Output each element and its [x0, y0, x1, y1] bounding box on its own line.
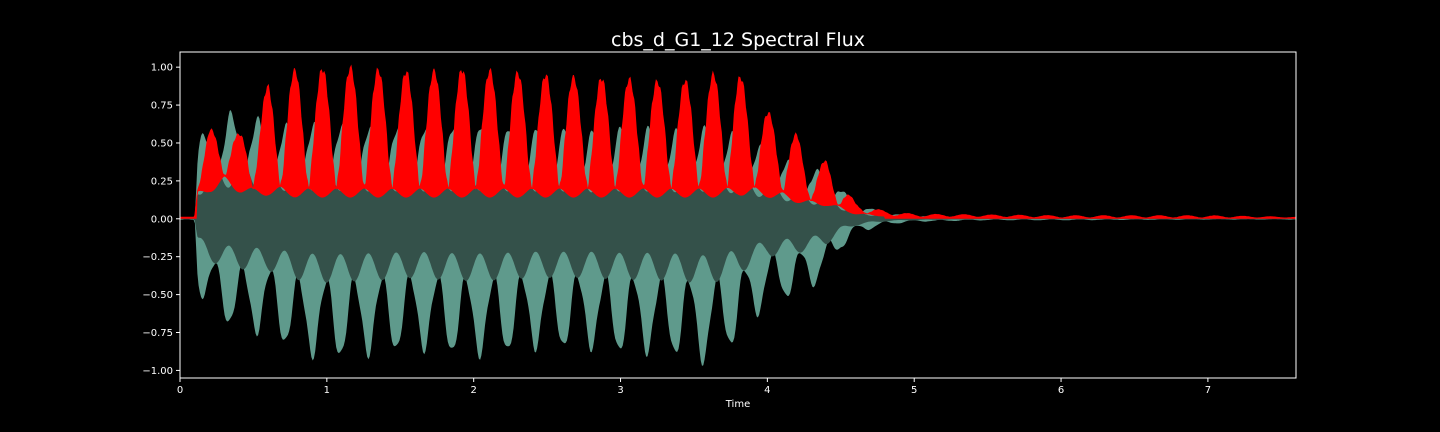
- y-tick-label: −0.75: [142, 328, 173, 339]
- y-tick-label: 0.75: [151, 101, 173, 112]
- x-tick-label: 0: [177, 385, 183, 396]
- x-tick-label: 6: [1058, 385, 1064, 396]
- spectral-flux-series: [180, 64, 1297, 219]
- x-tick-label: 1: [324, 385, 330, 396]
- x-tick-label: 7: [1205, 385, 1211, 396]
- y-tick-label: 0.50: [151, 138, 173, 149]
- y-tick-label: 0.00: [151, 214, 173, 225]
- x-axis-title: Time: [725, 399, 750, 410]
- x-tick-label: 5: [911, 385, 917, 396]
- x-tick-label: 4: [764, 385, 770, 396]
- x-tick-label: 3: [617, 385, 623, 396]
- y-tick-label: 1.00: [151, 63, 173, 74]
- spectral-flux-area: [180, 66, 1296, 219]
- x-tick-label: 2: [470, 385, 476, 396]
- y-tick-label: −1.00: [142, 366, 173, 377]
- y-tick-label: −0.25: [142, 252, 173, 263]
- chart-title: cbs_d_G1_12 Spectral Flux: [611, 29, 865, 51]
- plot-area: [180, 64, 1297, 366]
- plot-frame: [179, 51, 1297, 379]
- y-tick-label: −0.50: [142, 290, 173, 301]
- x-axis: 0 1 2 3 4 5 6 7: [177, 378, 1211, 396]
- spectral-flux-line: [180, 64, 1297, 219]
- y-axis: 1.00 0.75 0.50 0.25 0.00 −0.25 −0.50 −0.75 −1.00: [142, 63, 180, 377]
- y-tick-label: 0.25: [151, 176, 173, 187]
